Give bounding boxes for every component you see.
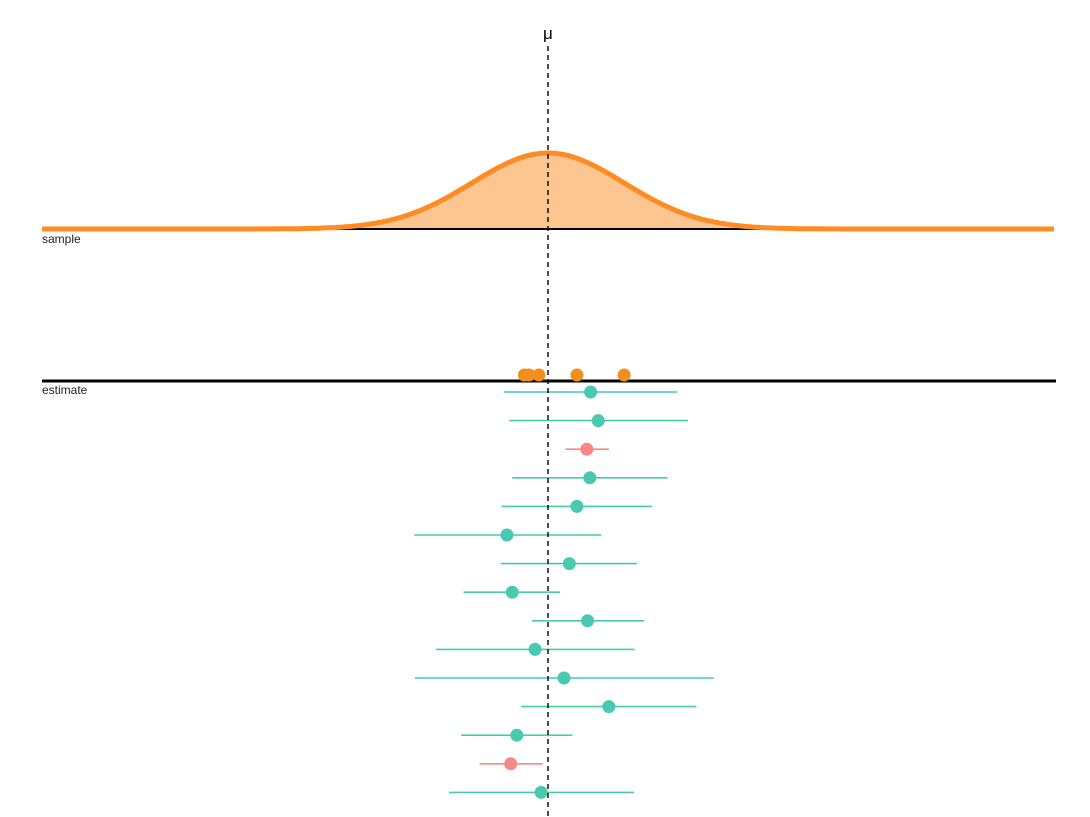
estimate-row bbox=[414, 528, 602, 542]
point-estimate bbox=[570, 499, 584, 513]
point-estimate bbox=[557, 671, 571, 685]
estimate-row bbox=[521, 700, 697, 714]
estimate-row bbox=[512, 471, 668, 485]
point-estimate bbox=[591, 414, 605, 428]
point-estimate bbox=[580, 442, 594, 456]
sample-point bbox=[617, 368, 631, 382]
sample-point bbox=[522, 368, 536, 382]
estimate-row bbox=[503, 385, 678, 399]
estimate-row bbox=[449, 785, 634, 799]
sample-point bbox=[532, 368, 546, 382]
estimate-row bbox=[463, 585, 561, 599]
point-estimate bbox=[534, 785, 548, 799]
point-estimate bbox=[528, 642, 542, 656]
sample-points bbox=[517, 368, 631, 382]
point-estimate bbox=[562, 557, 576, 571]
estimate-row bbox=[436, 642, 635, 656]
mu-label: μ bbox=[543, 24, 553, 43]
point-estimate bbox=[584, 385, 598, 399]
estimate-row bbox=[414, 671, 714, 685]
point-estimate bbox=[505, 585, 519, 599]
population-density-curve bbox=[42, 150, 1054, 232]
estimate-row bbox=[501, 499, 653, 513]
sample-point bbox=[570, 368, 584, 382]
point-estimate bbox=[510, 728, 524, 742]
estimate-row bbox=[565, 442, 609, 456]
estimate-row bbox=[500, 557, 638, 571]
estimate-row bbox=[461, 728, 573, 742]
estimate-row bbox=[509, 414, 689, 428]
estimate-intervals bbox=[414, 385, 714, 799]
point-estimate bbox=[581, 614, 595, 628]
point-estimate bbox=[504, 757, 518, 771]
sample-panel-label: sample bbox=[42, 232, 81, 246]
estimate-panel-label: estimate bbox=[42, 383, 88, 397]
point-estimate bbox=[602, 700, 616, 714]
point-estimate bbox=[583, 471, 597, 485]
point-estimate bbox=[500, 528, 514, 542]
estimate-row bbox=[479, 757, 543, 771]
estimate-row bbox=[532, 614, 644, 628]
